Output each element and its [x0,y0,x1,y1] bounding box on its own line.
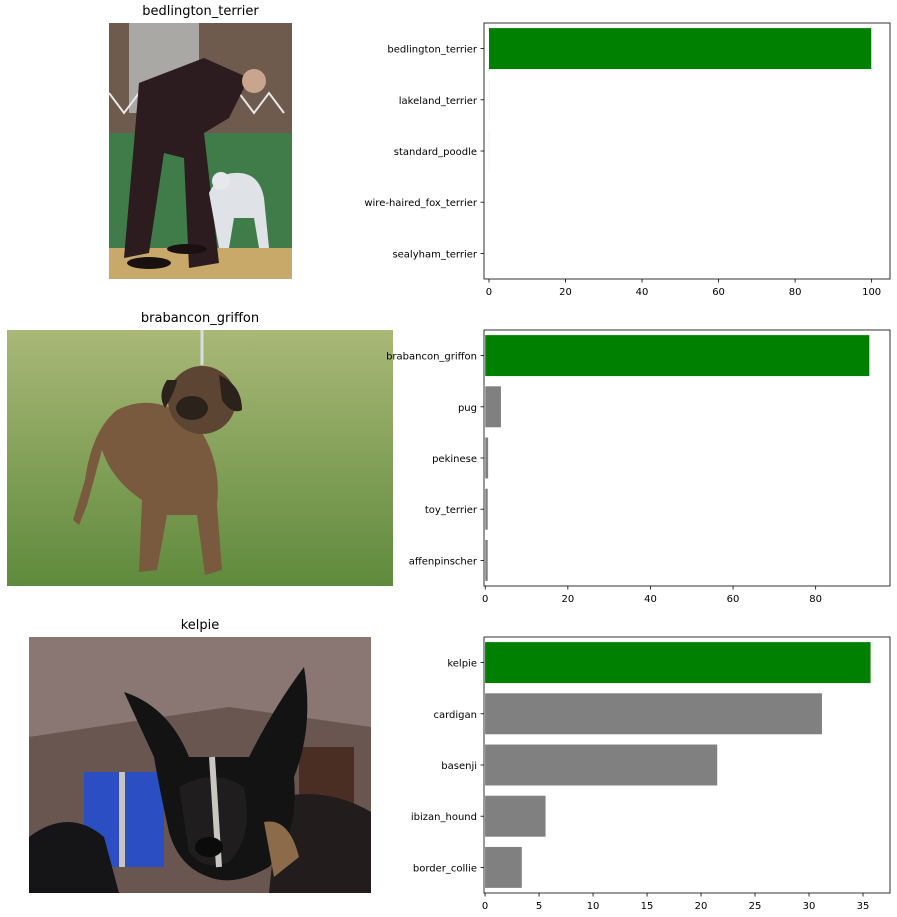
x-tick-label: 15 [641,901,654,912]
bar-bedlington_terrier [488,28,872,70]
x-tick-label: 40 [644,594,657,605]
x-tick-label: 100 [862,287,881,298]
x-tick-label: 40 [636,287,649,298]
x-tick-label: 80 [789,287,802,298]
x-tick-label: 25 [749,901,762,912]
x-tick-label: 20 [695,901,708,912]
y-tick-label: ibizan_hound [411,812,477,823]
x-tick-label: 5 [536,901,542,912]
kelpie-photo [29,637,371,893]
y-tick-label: border_collie [413,863,477,874]
x-tick-label: 20 [559,287,572,298]
x-tick-label: 0 [482,594,488,605]
bar-pug [485,386,501,428]
bar-basenji [485,744,718,786]
x-tick-label: 60 [712,287,725,298]
x-tick-label: 20 [561,594,574,605]
x-tick-label: 60 [727,594,740,605]
y-tick-label: brabancon_griffon [386,352,477,363]
y-tick-label: lakeland_terrier [399,96,478,107]
y-tick-label: wire-haired_fox_terrier [364,198,478,209]
x-tick-label: 0 [486,287,492,298]
y-tick-label: standard_poodle [394,147,477,158]
y-tick-label: bedlington_terrier [387,45,478,56]
x-tick-label: 30 [803,901,816,912]
bar-brabancon_griffon [485,335,870,377]
x-tick-label: 10 [587,901,600,912]
axes-frame [483,636,891,894]
x-tick-label: 35 [857,901,870,912]
axes-frame [483,329,891,587]
brabancon-griffon-photo [7,330,393,586]
y-tick-label: basenji [441,761,477,772]
x-tick-label: 80 [809,594,822,605]
y-tick-label: sealyham_terrier [392,249,477,260]
panel-2-title: brabancon_griffon [140,311,260,326]
y-tick-label: toy_terrier [425,505,478,516]
panel-1-title: bedlington_terrier [142,4,259,19]
bar-pekinese [485,437,489,479]
y-tick-label: affenpinscher [409,556,478,567]
y-tick-label: pekinese [432,454,477,465]
y-tick-label: kelpie [447,659,477,670]
bar-cardigan [485,693,822,735]
axes-frame [483,22,891,280]
bar-kelpie [485,642,871,684]
bar-toy_terrier [485,488,488,530]
bedlington-terrier-photo [109,23,292,279]
bar-border_collie [485,846,522,888]
y-tick-label: pug [458,403,477,414]
x-tick-label: 0 [482,901,488,912]
bar-affenpinscher [485,539,488,581]
panel-3-title: kelpie [180,618,220,633]
y-tick-label: cardigan [433,710,477,721]
bar-ibizan_hound [485,795,546,837]
